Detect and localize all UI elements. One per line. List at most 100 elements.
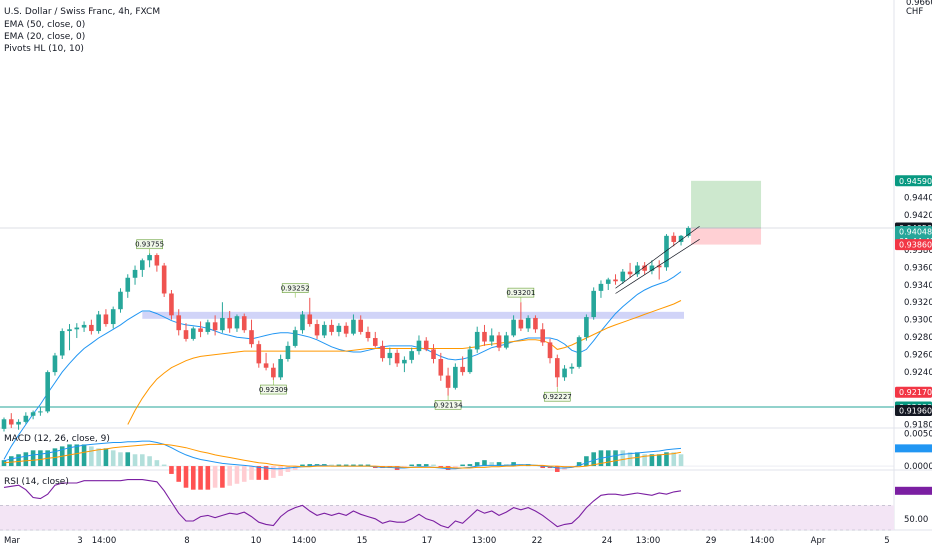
candle[interactable] bbox=[394, 349, 400, 367]
candle[interactable] bbox=[16, 419, 21, 430]
candle-body[interactable] bbox=[402, 359, 407, 364]
candle-body[interactable] bbox=[482, 331, 487, 342]
candle-body[interactable] bbox=[103, 314, 109, 325]
candle-body[interactable] bbox=[620, 271, 626, 282]
indicator-ema-20[interactable]: EMA (20, close, 0) bbox=[4, 32, 85, 42]
position-stop-zone[interactable] bbox=[691, 227, 762, 245]
pivot-label[interactable]: 0.93252 bbox=[281, 283, 310, 298]
candle-body[interactable] bbox=[678, 235, 684, 242]
candle[interactable] bbox=[416, 335, 422, 355]
candle-body[interactable] bbox=[656, 265, 662, 268]
candle-body[interactable] bbox=[322, 324, 327, 336]
candle[interactable] bbox=[642, 262, 647, 275]
candle-body[interactable] bbox=[59, 331, 65, 356]
candle[interactable] bbox=[300, 310, 305, 334]
candle-body[interactable] bbox=[110, 309, 116, 325]
candle-body[interactable] bbox=[649, 265, 655, 271]
candle-body[interactable] bbox=[635, 265, 640, 275]
candle[interactable] bbox=[169, 289, 174, 320]
candle-body[interactable] bbox=[409, 351, 414, 360]
price-badge[interactable]: 0.92170 bbox=[895, 386, 932, 398]
candle[interactable] bbox=[23, 412, 29, 424]
candle-body[interactable] bbox=[67, 329, 72, 332]
candle-body[interactable] bbox=[278, 358, 283, 378]
candle-body[interactable] bbox=[445, 375, 451, 388]
candle[interactable] bbox=[52, 352, 58, 376]
price-badge[interactable]: 0.93860 bbox=[895, 239, 932, 251]
candle[interactable] bbox=[372, 331, 378, 348]
candle-body[interactable] bbox=[23, 415, 29, 422]
candle-body[interactable] bbox=[605, 279, 611, 284]
pivot-label[interactable]: 0.93755 bbox=[135, 239, 164, 254]
candle[interactable] bbox=[686, 226, 691, 238]
candle[interactable] bbox=[190, 326, 196, 341]
candle[interactable] bbox=[59, 328, 65, 359]
candle-body[interactable] bbox=[576, 337, 582, 367]
candle[interactable] bbox=[525, 315, 531, 332]
candle-body[interactable] bbox=[176, 315, 182, 331]
candle-body[interactable] bbox=[118, 291, 123, 310]
candle[interactable] bbox=[132, 265, 138, 285]
candle-body[interactable] bbox=[307, 314, 313, 325]
candle[interactable] bbox=[431, 344, 436, 364]
candle[interactable] bbox=[365, 326, 371, 342]
candle-body[interactable] bbox=[467, 349, 473, 373]
candle-body[interactable] bbox=[540, 329, 546, 343]
resistance-zone[interactable] bbox=[142, 311, 684, 319]
candle[interactable] bbox=[423, 337, 429, 352]
candle[interactable] bbox=[489, 328, 495, 346]
candle-body[interactable] bbox=[372, 338, 378, 346]
candle[interactable] bbox=[511, 315, 516, 338]
candle[interactable] bbox=[89, 319, 94, 335]
channel-lower-line[interactable] bbox=[615, 239, 700, 294]
candle-body[interactable] bbox=[16, 421, 21, 425]
candle[interactable] bbox=[380, 340, 385, 362]
candle[interactable] bbox=[438, 352, 444, 381]
pivot-label[interactable]: 0.93201 bbox=[506, 287, 535, 303]
candle[interactable] bbox=[45, 370, 50, 414]
candle-body[interactable] bbox=[183, 330, 189, 339]
candle[interactable] bbox=[460, 356, 465, 376]
candle[interactable] bbox=[453, 363, 458, 390]
candle[interactable] bbox=[322, 321, 327, 339]
candle[interactable] bbox=[482, 324, 487, 346]
candle-body[interactable] bbox=[474, 331, 480, 350]
candle-body[interactable] bbox=[664, 235, 669, 268]
candle[interactable] bbox=[249, 319, 254, 348]
candle-body[interactable] bbox=[89, 324, 94, 332]
candle[interactable] bbox=[227, 310, 232, 333]
candle[interactable] bbox=[307, 297, 313, 327]
candle-body[interactable] bbox=[154, 255, 160, 266]
candle[interactable] bbox=[547, 338, 553, 364]
candle-body[interactable] bbox=[562, 368, 567, 378]
candle-body[interactable] bbox=[627, 271, 633, 275]
candle-body[interactable] bbox=[351, 319, 356, 334]
ema-50-line[interactable] bbox=[127, 300, 682, 425]
candle-body[interactable] bbox=[642, 265, 647, 271]
candle[interactable] bbox=[329, 319, 334, 336]
candle-body[interactable] bbox=[205, 322, 211, 332]
candle[interactable] bbox=[402, 356, 407, 373]
candle[interactable] bbox=[605, 277, 611, 290]
pivot-label[interactable]: 0.92227 bbox=[543, 387, 572, 402]
candle[interactable] bbox=[1, 417, 7, 432]
candle[interactable] bbox=[591, 287, 596, 320]
candle[interactable] bbox=[234, 314, 240, 332]
candle-body[interactable] bbox=[518, 319, 524, 329]
candle[interactable] bbox=[271, 363, 276, 380]
candle[interactable] bbox=[67, 324, 72, 351]
candle[interactable] bbox=[285, 341, 291, 362]
candle[interactable] bbox=[635, 262, 640, 277]
candle-body[interactable] bbox=[613, 279, 618, 282]
candle-body[interactable] bbox=[147, 255, 152, 261]
candle[interactable] bbox=[358, 315, 364, 335]
candle-body[interactable] bbox=[423, 340, 429, 350]
candle-body[interactable] bbox=[81, 324, 87, 328]
candle-body[interactable] bbox=[358, 319, 364, 332]
candle[interactable] bbox=[147, 253, 152, 268]
candle-body[interactable] bbox=[387, 352, 393, 359]
candle-body[interactable] bbox=[336, 325, 342, 332]
candle-body[interactable] bbox=[52, 355, 58, 373]
candle[interactable] bbox=[263, 352, 269, 371]
